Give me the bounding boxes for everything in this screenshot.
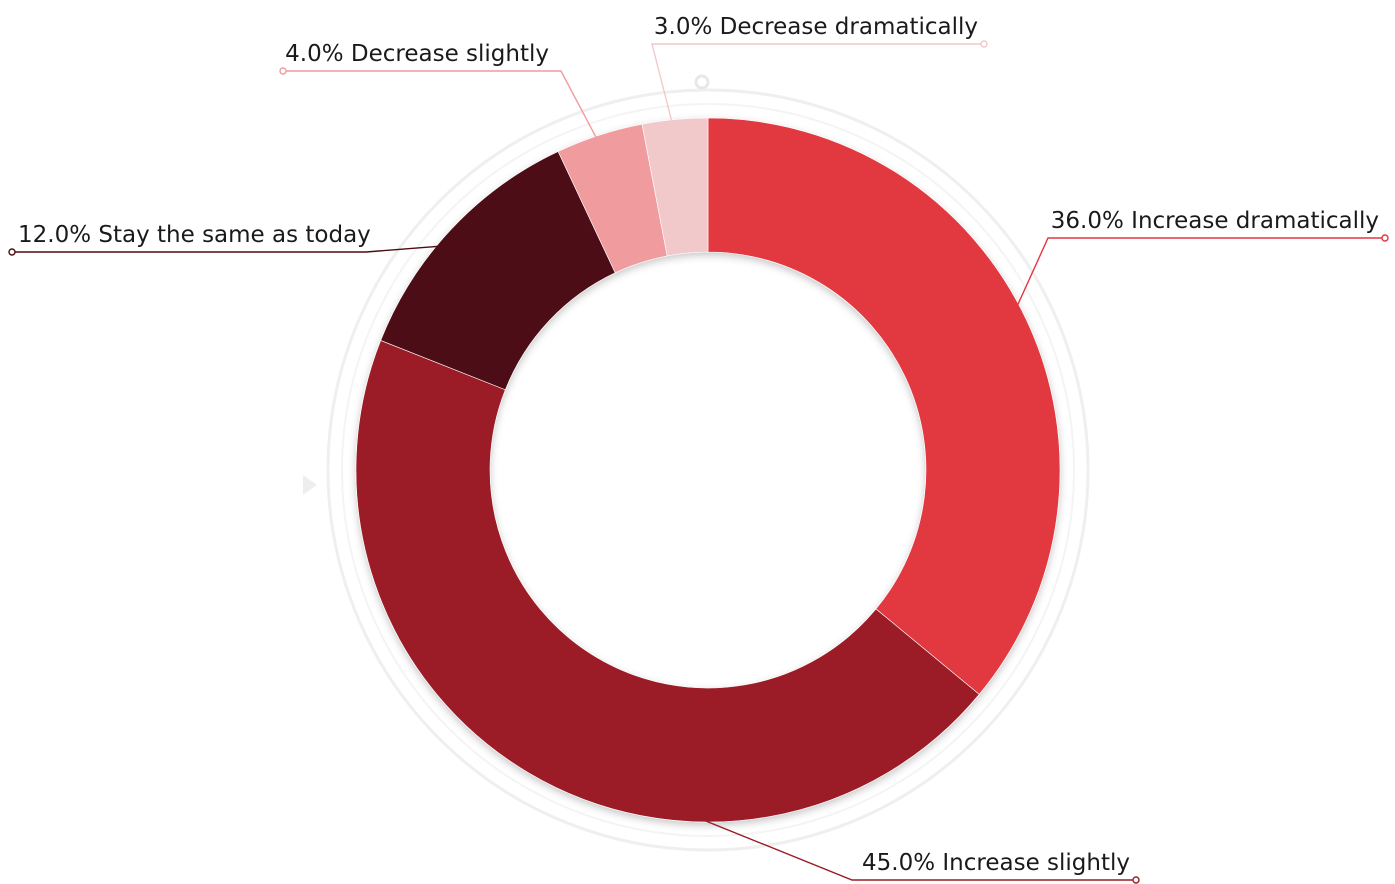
label-stay-the-same: 12.0% Stay the same as today: [18, 222, 371, 248]
decorative-knob: [694, 74, 710, 90]
leader-line: [283, 70, 607, 157]
label-increase-slightly: 45.0% Increase slightly: [862, 850, 1130, 876]
decorative-arrow-icon: [303, 475, 317, 495]
leader-dot: [8, 248, 16, 256]
decorative-ring: [303, 74, 1090, 852]
decorative-outer-ring: [326, 88, 1090, 852]
slice-labels: 36.0% Increase dramatically 45.0% Increas…: [18, 14, 1379, 876]
donut-slices: [355, 117, 1061, 823]
leader-dot: [279, 67, 287, 75]
leader-dot: [1132, 876, 1140, 884]
leader-line: [651, 43, 984, 142]
slice-increase-slightly: [355, 340, 980, 823]
leader-line: [1005, 237, 1385, 330]
leader-line: [539, 753, 1136, 881]
leader-line: [12, 243, 468, 253]
slice-increase-dramatically: [707, 117, 1061, 695]
decorative-inner-ring: [341, 103, 1075, 837]
leader-lines: [8, 40, 1389, 884]
leader-dot: [980, 40, 988, 48]
label-decrease-dramatically: 3.0% Decrease dramatically: [654, 14, 978, 40]
label-decrease-slightly: 4.0% Decrease slightly: [285, 41, 549, 67]
leader-dot: [1381, 234, 1389, 242]
label-increase-dramatically: 36.0% Increase dramatically: [1051, 208, 1379, 234]
slice-decrease-dramatically: [641, 117, 709, 257]
